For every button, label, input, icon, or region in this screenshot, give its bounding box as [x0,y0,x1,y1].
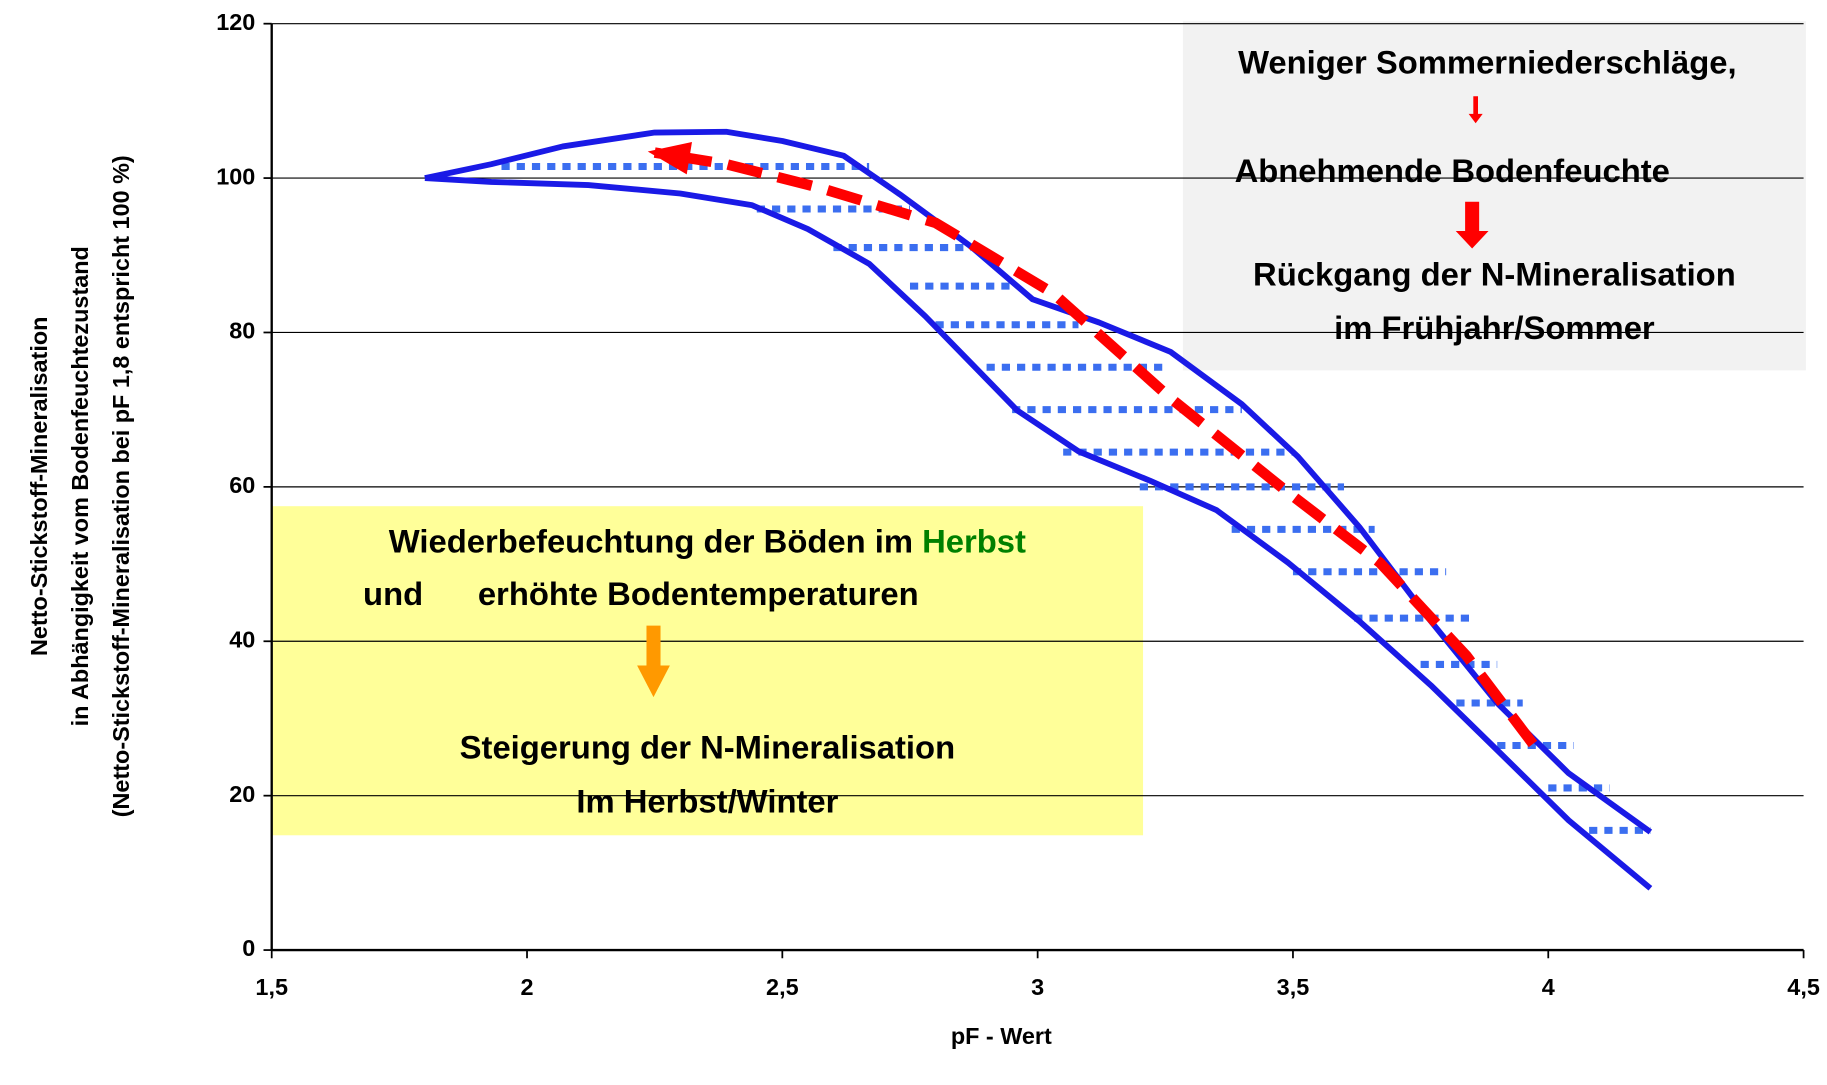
x-tick-label: 4,5 [1787,974,1820,1000]
y-tick-label: 120 [216,9,255,35]
x-tick-label: 1,5 [255,974,288,1000]
y-axis-title-line: in Abhängigkeit vom Bodenfeuchtezustand [67,246,93,726]
x-tick-label: 3 [1031,974,1044,1000]
grid: 0 20 40 60 80 100 120 1,5 2 2,5 3 3,5 4 4,5 [216,9,1820,1000]
x-tick-label: 3,5 [1277,974,1310,1000]
y-tick-label: 0 [242,935,255,961]
annotation-part: Wiederbefeuchtung der Böden im [389,522,922,559]
x-tick-label: 4 [1542,974,1555,1000]
annotation: erhöhte Bodentemperaturen [478,575,919,612]
arrow [637,625,670,698]
curve [424,175,1653,891]
y-tick-label: 100 [216,163,255,189]
data [424,128,1653,891]
annotation: Weniger Sommerniederschläge, [1238,43,1737,80]
y-tick-label: 60 [229,472,255,498]
y-axis-title-line: (Netto-Stickstoff-Mineralisation bei pF … [108,155,134,817]
x-tick-label: 2 [521,974,534,1000]
y-axis-title: Netto-Stickstoff-Mineralisation in Abhän… [26,155,134,817]
annotation: im Frühjahr/Sommer [1334,309,1655,346]
annotation: Abnehmende Bodenfeuchte [1235,152,1670,189]
annotation: Steigerung der N-Mineralisation [460,728,955,765]
y-tick-label: 40 [229,626,255,652]
annotation-highlight: und [363,575,423,612]
annotation-highlight: Herbst [922,522,1026,559]
arrow [1455,201,1489,249]
trend-arrowhead [647,142,692,175]
summer-box [1182,21,1806,371]
annotation: Rückgang der N-Mineralisation [1253,255,1736,292]
annotation: Wiederbefeuchtung der Böden im Herbst [389,522,1026,559]
trend-line [653,147,1538,748]
y-axis-title-line: Netto-Stickstoff-Mineralisation [26,317,52,656]
annotation: Im Herbst/Winter [576,782,838,819]
y-tick-label: 20 [229,781,255,807]
x-axis-title: pF - Wert [951,1023,1052,1049]
x-tick-label: 2,5 [766,974,799,1000]
y-tick-label: 80 [229,318,255,344]
arrow [1468,96,1483,124]
autumn-box [271,506,1144,836]
